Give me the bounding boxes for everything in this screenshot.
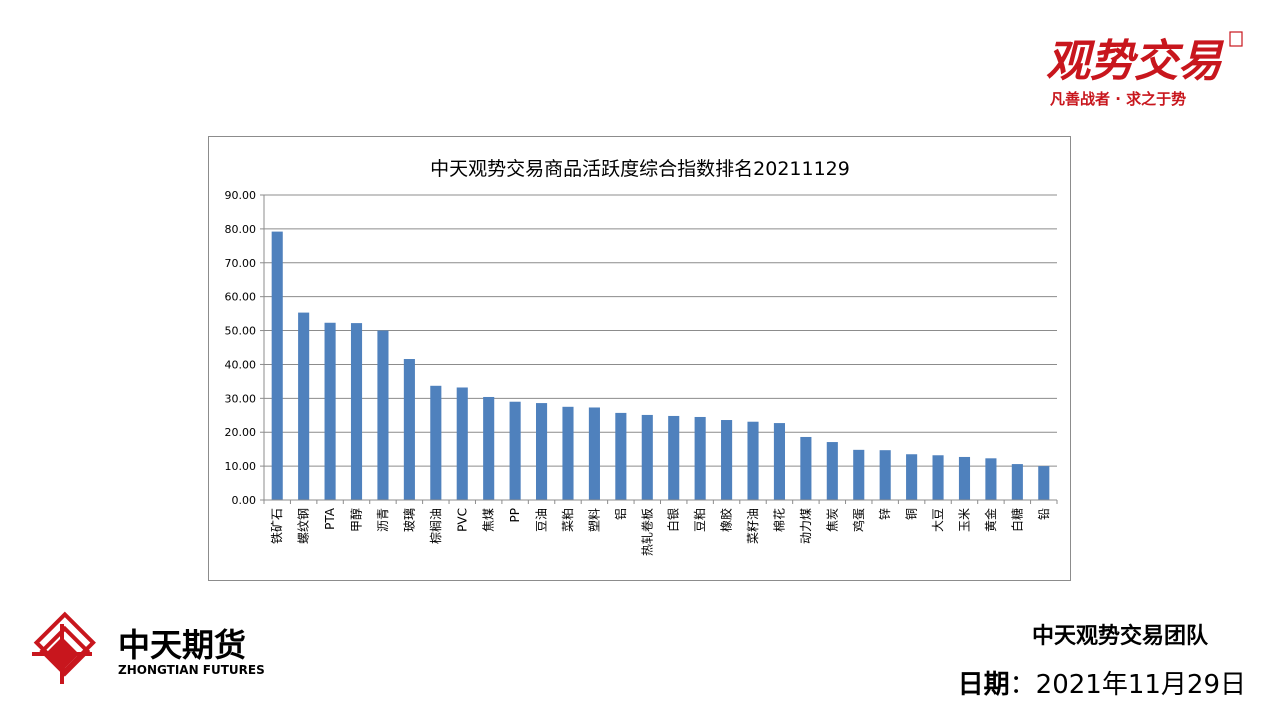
team-name: 中天观势交易团队 xyxy=(1031,624,1208,649)
y-tick-label: 90.00 xyxy=(225,189,257,202)
date-line: 日期：2021年11月29日 xyxy=(958,664,1246,701)
x-tick-label: 棉花 xyxy=(771,508,786,532)
chart-title: 中天观势交易商品活跃度综合指数排名20211129 xyxy=(430,158,850,180)
date-value: 2021年11月29日 xyxy=(1035,670,1246,700)
date-colon: ： xyxy=(1009,670,1036,700)
guanshi-logo-name: 观势交易 xyxy=(1046,36,1225,87)
date-label: 日期 xyxy=(957,670,1010,700)
x-tick-label: 菜籽油 xyxy=(746,508,760,544)
y-tick-label: 70.00 xyxy=(225,257,257,270)
x-tick-label: 大豆 xyxy=(931,508,945,532)
x-tick-label: 玉米 xyxy=(957,508,971,532)
bar xyxy=(721,420,733,500)
y-tick-label: 40.00 xyxy=(225,358,257,371)
chart-frame: 中天观势交易商品活跃度综合指数排名20211129 0.00 10.00 20.00… xyxy=(208,136,1071,581)
x-tick-label: 豆粕 xyxy=(692,508,707,532)
x-tick-label: 铁矿石 xyxy=(270,508,284,544)
x-tick-label: 白糖 xyxy=(1009,508,1024,532)
x-tick-label: 玻璃 xyxy=(402,508,416,532)
bar xyxy=(324,322,336,500)
bar xyxy=(906,454,918,500)
x-tick-label: 动力煤 xyxy=(799,508,813,544)
guanshi-seal-icon xyxy=(1229,31,1243,47)
bar xyxy=(958,456,971,500)
bar xyxy=(430,385,442,500)
bar xyxy=(615,412,627,500)
x-tick-label: 棕榈油 xyxy=(428,508,443,544)
bar xyxy=(509,401,521,500)
bar xyxy=(562,406,574,500)
x-tick-label: 铅 xyxy=(1037,508,1051,520)
x-tick-label: 橡胶 xyxy=(719,508,734,532)
x-tick-label: 豆油 xyxy=(535,508,549,532)
bar xyxy=(298,312,310,500)
bar xyxy=(641,414,653,500)
y-tick-label: 30.00 xyxy=(225,392,257,405)
x-tick-label: 黄金 xyxy=(983,508,998,532)
bar xyxy=(747,421,759,500)
x-tick-label: PVC xyxy=(455,508,469,532)
x-tick-label: 菜粕 xyxy=(560,508,575,532)
x-axis-labels: 铁矿石 螺纹钢 PTA 甲醇 沥青 玻璃 棕榈油 PVC 焦煤 PP 豆油 菜粕 塑料铝热轧卷板 白银 豆粕… xyxy=(263,500,1058,556)
bars xyxy=(271,231,1050,500)
bar xyxy=(694,416,706,500)
bar xyxy=(483,396,495,500)
bar xyxy=(879,450,891,500)
x-tick-label: 铜 xyxy=(904,508,919,520)
y-tick-label: 80.00 xyxy=(225,223,257,236)
bar xyxy=(1011,464,1023,500)
bar xyxy=(588,407,600,500)
bar xyxy=(1038,466,1050,500)
x-tick-label: 铝 xyxy=(613,508,628,520)
zhongtian-knot-icon xyxy=(32,611,96,684)
bar xyxy=(985,458,997,500)
gridlines xyxy=(264,194,1057,467)
bar xyxy=(668,415,680,500)
y-tick-label: 20.00 xyxy=(225,426,257,439)
x-tick-label: 塑料 xyxy=(586,508,601,532)
y-tick-label: 10.00 xyxy=(225,460,257,473)
x-tick-label: 甲醇 xyxy=(349,508,364,532)
y-tick-label: 50.00 xyxy=(225,325,257,338)
bar xyxy=(535,403,548,500)
bar xyxy=(377,330,389,500)
bar xyxy=(403,359,415,500)
zhongtian-futures-logo: 中天期货 ZHONGTIAN FUTURES xyxy=(32,611,265,684)
bar xyxy=(932,455,944,500)
x-tick-label: 螺纹钢 xyxy=(297,508,311,544)
x-tick-label: 白银 xyxy=(666,508,681,532)
bar xyxy=(853,449,865,500)
bar xyxy=(456,387,468,500)
x-tick-label: 热轧卷板 xyxy=(639,508,654,556)
zhongtian-name-cn: 中天期货 xyxy=(118,626,246,664)
y-tick-label: 60.00 xyxy=(225,291,257,304)
bar xyxy=(800,436,812,500)
x-tick-label: 沥青 xyxy=(376,508,390,532)
x-tick-label: PP xyxy=(508,508,522,522)
zhongtian-name-en: ZHONGTIAN FUTURES xyxy=(118,663,265,677)
bar xyxy=(826,442,838,500)
y-axis-ticks: 0.00 10.00 20.00 30.00 40.00 50.00 60.00 70.00 8… xyxy=(225,189,264,507)
x-tick-label: 焦煤 xyxy=(482,508,496,532)
guanshi-logo: 观势交易 凡善战者 · 求之于势 xyxy=(1046,31,1243,108)
activity-index-chart: 中天观势交易商品活跃度综合指数排名20211129 0.00 10.00 20.00… xyxy=(225,158,1058,556)
bar xyxy=(773,423,786,500)
x-tick-label: PTA xyxy=(323,507,337,530)
bar xyxy=(271,231,283,500)
x-tick-label: 锌 xyxy=(878,508,892,520)
bar xyxy=(350,323,363,500)
x-tick-label: 鸡蛋 xyxy=(851,508,866,532)
x-tick-label: 焦炭 xyxy=(825,508,839,532)
guanshi-logo-slogan: 凡善战者 · 求之于势 xyxy=(1050,90,1186,108)
y-tick-label: 0.00 xyxy=(232,494,257,507)
